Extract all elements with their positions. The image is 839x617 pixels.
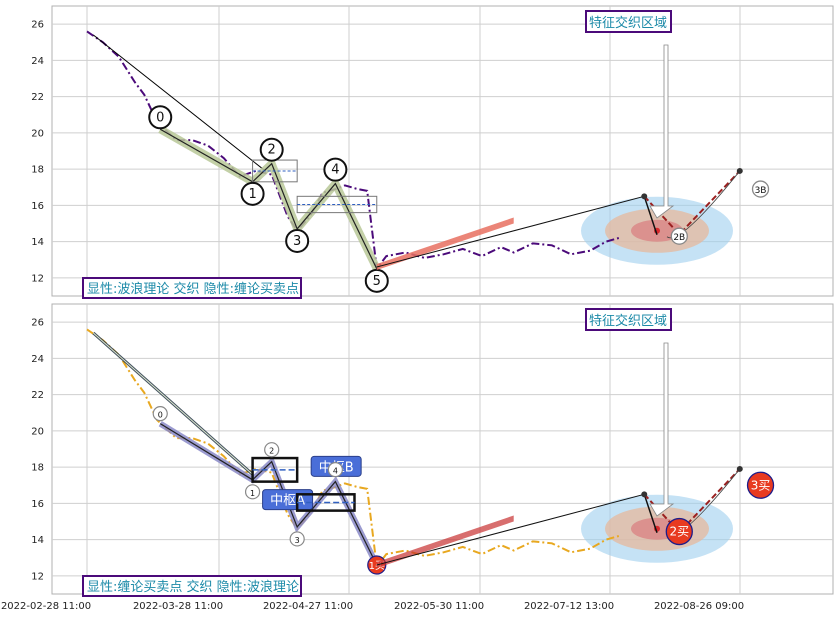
y-tick-label: 26 bbox=[31, 318, 44, 329]
future-node bbox=[736, 167, 743, 174]
annotation-arrow bbox=[649, 342, 675, 517]
future-point-marker bbox=[665, 517, 693, 546]
future-dashed-path bbox=[643, 468, 741, 534]
wave-point-label: 1 bbox=[248, 187, 256, 202]
plot-frame bbox=[51, 303, 834, 595]
y-tick-label: 20 bbox=[31, 426, 44, 437]
wave-point-label: 5 bbox=[373, 274, 381, 289]
future-point-marker bbox=[751, 180, 770, 198]
wave-point-marker bbox=[240, 181, 265, 206]
future-point-label: 3买 bbox=[751, 478, 771, 492]
trend-line bbox=[93, 34, 266, 172]
future-point-marker bbox=[746, 471, 775, 499]
wave-point-label: 1 bbox=[250, 489, 255, 498]
wave-point-marker bbox=[148, 105, 173, 130]
annotation-text: 特征交织区域 bbox=[589, 15, 667, 31]
y-tick-label: 16 bbox=[31, 499, 44, 510]
future-channel bbox=[376, 515, 514, 568]
y-tick-label: 12 bbox=[31, 571, 44, 582]
wave-point-label: 4 bbox=[333, 467, 338, 476]
wave-point-label: 4 bbox=[331, 163, 339, 178]
wave-point-label: 3 bbox=[295, 536, 300, 545]
wave-point-marker bbox=[259, 137, 284, 162]
x-tick-label: 2022-07-12 13:00 bbox=[524, 601, 614, 612]
legend-box bbox=[82, 575, 302, 597]
future-node bbox=[736, 465, 743, 472]
x-tick-label: 2022-03-28 11:00 bbox=[133, 601, 223, 612]
wave-point-label: 2 bbox=[268, 143, 276, 158]
future-dashed-path bbox=[643, 170, 741, 236]
price-series-line bbox=[86, 328, 620, 570]
wave-point-marker bbox=[264, 442, 280, 458]
y-tick-label: 24 bbox=[31, 56, 44, 67]
x-axis: 2022-02-28 11:00 2022-03-28 11:00 2022-04-… bbox=[1, 601, 744, 612]
trend-line-highlight bbox=[93, 332, 253, 475]
legend-text: 显性:缠论买卖点 交织 隐性:波浪理论 bbox=[87, 579, 299, 595]
future-point-label: 2B bbox=[673, 233, 685, 243]
x-tick-label: 2022-05-30 11:00 bbox=[394, 601, 484, 612]
future-point-label: 3B bbox=[755, 186, 767, 196]
wave-point-marker bbox=[323, 157, 348, 182]
y-tick-label: 22 bbox=[31, 390, 44, 401]
wave-point-marker bbox=[244, 484, 261, 500]
x-tick-label: 2022-02-28 11:00 bbox=[1, 601, 91, 612]
plot-frame bbox=[51, 5, 834, 297]
annotation-arrow bbox=[649, 44, 675, 219]
wave-point-label: 3 bbox=[293, 234, 301, 249]
annotation-text: 特征交织区域 bbox=[589, 313, 667, 329]
wave-point-label: 0 bbox=[158, 411, 163, 420]
wave-point-marker bbox=[289, 531, 305, 547]
future-point-label: 2买 bbox=[669, 525, 689, 539]
y-tick-label: 26 bbox=[31, 20, 44, 31]
wave-point-marker bbox=[152, 406, 168, 422]
price-series-line bbox=[86, 30, 620, 272]
future-point-marker bbox=[670, 227, 688, 245]
annotation-box bbox=[585, 308, 672, 331]
bottom-panel: 1214161820222426中枢A中枢B012341买2买3买特征交织区域显… bbox=[31, 303, 834, 597]
future-rise-line bbox=[643, 196, 658, 235]
x-tick-label: 2022-04-27 11:00 bbox=[263, 601, 353, 612]
future-curve bbox=[666, 170, 741, 239]
wave-point-marker bbox=[327, 462, 343, 478]
zhongshu-label: 中枢A bbox=[270, 494, 305, 509]
y-tick-label: 16 bbox=[31, 201, 44, 212]
future-channel bbox=[376, 217, 514, 270]
wave-point-marker bbox=[285, 228, 310, 253]
top-panel: 12141618202224260123452B3B特征交织区域显性:波浪理论 … bbox=[31, 5, 834, 299]
y-tick-label: 18 bbox=[31, 165, 44, 176]
y-tick-label: 12 bbox=[31, 273, 44, 284]
legend-text: 显性:波浪理论 交织 隐性:缠论买卖点 bbox=[87, 281, 299, 297]
future-node bbox=[641, 491, 648, 498]
y-tick-label: 24 bbox=[31, 354, 44, 365]
x-tick-label: 2022-08-26 09:00 bbox=[654, 601, 744, 612]
y-tick-label: 14 bbox=[31, 237, 44, 248]
y-tick-label: 18 bbox=[31, 463, 44, 474]
y-tick-label: 14 bbox=[31, 535, 44, 546]
future-rise-line bbox=[643, 494, 658, 533]
future-projection-line bbox=[376, 195, 645, 268]
future-projection-line bbox=[376, 493, 645, 566]
y-tick-label: 22 bbox=[31, 92, 44, 103]
future-node bbox=[641, 193, 648, 200]
y-tick-label: 20 bbox=[31, 128, 44, 139]
wave-point-label: 0 bbox=[156, 110, 164, 125]
wave-point-label: 2 bbox=[269, 447, 274, 456]
legend-box bbox=[82, 277, 302, 299]
annotation-box bbox=[585, 10, 672, 33]
wave-line bbox=[159, 128, 378, 270]
